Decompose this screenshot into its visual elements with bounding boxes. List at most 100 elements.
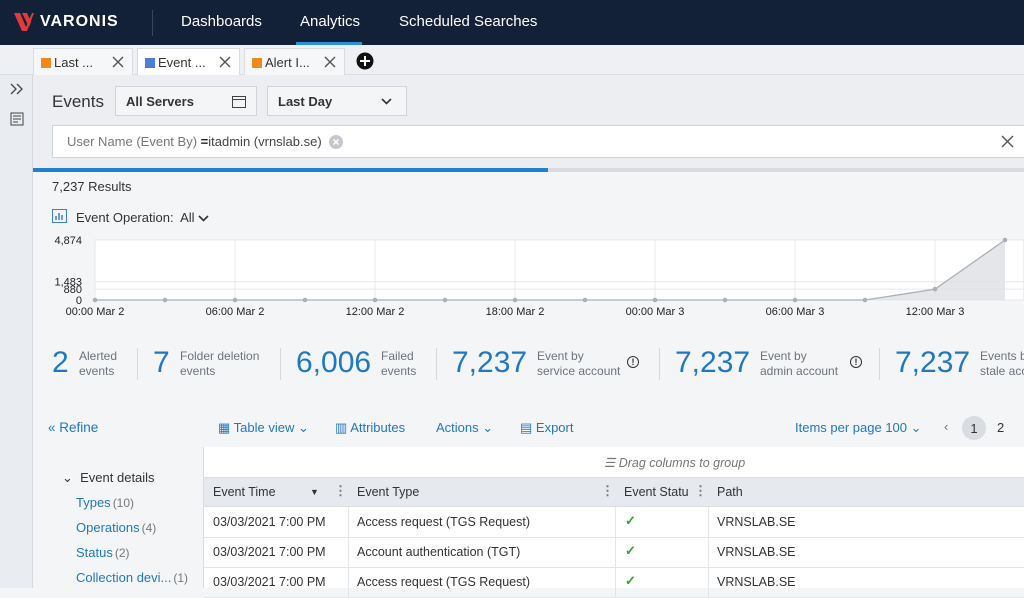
sidebar-group-label: Event details <box>80 470 155 485</box>
tab[interactable]: Event ... <box>137 48 240 75</box>
column-menu: ⋮ <box>601 483 614 498</box>
column-divider <box>615 507 616 597</box>
y-tick-label: 4,874 <box>54 235 82 247</box>
status-icon: ✓ <box>625 573 636 588</box>
table-cell: 03/03/2021 7:00 PM <box>213 545 326 559</box>
server-select[interactable]: All Servers <box>115 86 257 116</box>
x-tick-label: 12:00 Mar 2 <box>346 306 405 318</box>
column-header[interactable]: Event Statu <box>624 485 689 499</box>
nav-link[interactable]: Scheduled Searches <box>399 13 538 30</box>
logo: VARONIS <box>40 13 119 30</box>
point <box>582 297 588 303</box>
stat-label: Event by <box>537 349 584 363</box>
report-icon[interactable] <box>10 112 24 126</box>
items-per-page[interactable]: Items per page 100 ⌄ <box>795 420 922 435</box>
nav-link[interactable]: Dashboards <box>181 13 262 30</box>
stat-value: 7,237 <box>452 346 528 379</box>
sidebar-item-name: Types <box>76 495 111 510</box>
point <box>792 297 798 303</box>
stat-label: events <box>381 364 417 378</box>
actions-label: Actions <box>436 420 479 435</box>
table-cell: VRNSLAB.SE <box>717 545 796 559</box>
point <box>162 297 168 303</box>
table-view-label: Table view <box>233 420 295 435</box>
sidebar-item-name: Status <box>76 545 113 560</box>
status-icon: ✓ <box>625 513 636 528</box>
table-header <box>204 477 1024 507</box>
column-divider <box>348 507 349 597</box>
operation-label: Event Operation: <box>76 210 174 225</box>
tab[interactable]: Last ... <box>33 48 133 75</box>
stat-label: Folder deletion <box>180 349 260 363</box>
logo-mark <box>14 13 34 31</box>
x-tick-label: 06:00 Mar 2 <box>206 306 265 318</box>
sidebar-item[interactable]: Operations (4) <box>76 520 190 535</box>
group-hint: ☰ Drag columns to group <box>604 456 746 470</box>
line <box>95 239 1006 301</box>
operation-value: All <box>180 210 195 225</box>
y-tick-label: 0 <box>76 295 82 307</box>
table-cell: VRNSLAB.SE <box>717 575 796 589</box>
refine-button[interactable]: « Refine <box>48 420 99 435</box>
prev-page[interactable]: ‹ <box>944 419 949 434</box>
point <box>372 297 378 303</box>
point <box>92 297 98 303</box>
close-filter[interactable] <box>1001 135 1014 148</box>
separator <box>436 348 437 380</box>
row-border <box>204 537 1024 538</box>
stat-label: events <box>79 364 115 378</box>
page-button[interactable]: 1 <box>962 416 986 440</box>
stat-value: 7 <box>153 346 170 379</box>
stat-label: events <box>180 364 216 378</box>
add-tab[interactable] <box>356 52 374 70</box>
column-header[interactable]: Event Time <box>213 485 276 499</box>
info-icon: ! <box>850 356 862 368</box>
column-header[interactable]: Path <box>717 485 743 499</box>
y-tick-label: 1,483 <box>54 277 82 289</box>
separator <box>659 348 660 380</box>
refine-label: Refine <box>59 420 99 435</box>
point <box>722 297 728 303</box>
clear-filter[interactable] <box>329 135 344 149</box>
sidebar-item[interactable]: Collection devi... (1) <box>76 570 190 585</box>
x-tick-label: 12:00 Mar 3 <box>906 306 965 318</box>
sidebar-item[interactable]: Types (10) <box>76 495 190 510</box>
stat-label: stale account <box>980 364 1024 378</box>
status-icon: ✓ <box>625 543 636 558</box>
attributes-label: Attributes <box>350 420 406 435</box>
sidebar-item-count: (4) <box>141 521 157 535</box>
export-button[interactable]: ▤ Export <box>520 420 574 435</box>
column-menu: ⋮ <box>334 483 347 498</box>
range-select[interactable]: Last Day <box>267 86 407 116</box>
point <box>442 297 448 303</box>
page-button[interactable]: 2 <box>997 420 1005 435</box>
progress-bar <box>33 168 548 172</box>
point <box>232 297 238 303</box>
column-header[interactable]: Event Type <box>357 485 420 499</box>
operation-filter[interactable]: Event Operation: All <box>76 210 209 225</box>
x-tick-label: 00:00 Mar 2 <box>66 306 125 318</box>
sidebar-item-count: (2) <box>114 546 130 560</box>
info-icon: ! <box>627 356 639 368</box>
expand-icon[interactable] <box>10 83 24 95</box>
column-menu: ⋮ <box>694 483 707 498</box>
sidebar-group[interactable]: ⌄ Event details <box>62 470 155 485</box>
separator <box>280 348 281 380</box>
stat-label: Event by <box>760 349 807 363</box>
tab[interactable]: Alert I... <box>244 48 345 75</box>
table-cell: Access request (TGS Request) <box>357 575 530 589</box>
stat-label: Failed <box>381 349 414 363</box>
point <box>302 297 308 303</box>
stat-value: 7,237 <box>675 346 751 379</box>
sidebar-item[interactable]: Status (2) <box>76 545 190 560</box>
nav-link[interactable]: Analytics <box>300 13 361 30</box>
attributes-button[interactable]: ▥ Attributes <box>335 420 406 435</box>
server-label: All Servers <box>126 94 194 109</box>
table-view-button[interactable]: ▦ Table view ⌄ <box>218 420 309 435</box>
area <box>95 240 1005 300</box>
actions-button[interactable]: Actions ⌄ <box>436 420 494 435</box>
group-hint-text: Drag columns to group <box>618 456 746 470</box>
top-nav: VARONIS Dashboards Analytics Scheduled S… <box>0 0 1024 45</box>
filter-box[interactable]: User Name (Event By) =itadmin (vrnslab.s… <box>52 125 1024 158</box>
chart-icon <box>52 209 67 223</box>
